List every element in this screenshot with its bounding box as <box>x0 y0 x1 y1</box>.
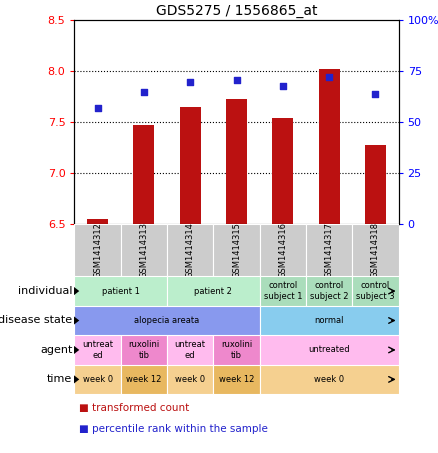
Title: GDS5275 / 1556865_at: GDS5275 / 1556865_at <box>156 4 317 18</box>
Bar <box>167 335 213 365</box>
Text: week 0: week 0 <box>175 375 205 384</box>
Text: ruxolini
tib: ruxolini tib <box>221 340 252 360</box>
Text: agent: agent <box>40 345 72 355</box>
Text: GSM1414315: GSM1414315 <box>232 222 241 278</box>
Bar <box>180 107 201 224</box>
Text: individual: individual <box>18 286 72 296</box>
Text: GSM1414313: GSM1414313 <box>139 222 148 278</box>
Bar <box>352 276 399 306</box>
Point <box>279 82 286 89</box>
Text: control
subject 1: control subject 1 <box>264 281 302 301</box>
Bar <box>365 145 386 224</box>
Point <box>187 78 194 85</box>
Bar <box>74 276 167 306</box>
Text: week 12: week 12 <box>219 375 254 384</box>
Text: week 0: week 0 <box>82 375 113 384</box>
Bar <box>352 224 399 276</box>
Bar <box>121 365 167 394</box>
Bar <box>260 306 399 335</box>
Bar <box>74 365 121 394</box>
Bar <box>260 224 306 276</box>
Text: alopecia areata: alopecia areata <box>134 316 200 325</box>
Bar <box>167 276 260 306</box>
Text: untreat
ed: untreat ed <box>82 340 113 360</box>
Point <box>94 104 101 111</box>
Text: normal: normal <box>314 316 344 325</box>
Bar <box>272 118 293 224</box>
Point <box>372 90 379 97</box>
Bar <box>74 335 121 365</box>
Bar <box>121 335 167 365</box>
Text: disease state: disease state <box>0 315 72 326</box>
Text: GSM1414312: GSM1414312 <box>93 222 102 278</box>
Bar <box>87 219 108 224</box>
Bar <box>167 224 213 276</box>
Bar <box>306 224 352 276</box>
Text: GSM1414314: GSM1414314 <box>186 222 195 278</box>
Text: untreated: untreated <box>308 346 350 354</box>
Text: GSM1414316: GSM1414316 <box>278 222 287 278</box>
Text: control
subject 2: control subject 2 <box>310 281 348 301</box>
Bar <box>213 365 260 394</box>
Bar <box>213 335 260 365</box>
Text: control
subject 3: control subject 3 <box>356 281 395 301</box>
Text: GSM1414317: GSM1414317 <box>325 222 334 278</box>
Text: GSM1414318: GSM1414318 <box>371 222 380 278</box>
Text: ■ transformed count: ■ transformed count <box>79 403 189 413</box>
Bar <box>167 365 213 394</box>
Text: ■ percentile rank within the sample: ■ percentile rank within the sample <box>79 424 268 434</box>
Text: patient 2: patient 2 <box>194 287 232 295</box>
Text: ruxolini
tib: ruxolini tib <box>128 340 159 360</box>
Text: patient 1: patient 1 <box>102 287 140 295</box>
Bar <box>74 306 260 335</box>
Point <box>233 76 240 83</box>
Point <box>325 74 332 81</box>
Bar <box>260 365 399 394</box>
Bar <box>213 224 260 276</box>
Bar <box>319 69 339 224</box>
Point <box>141 88 148 95</box>
Text: week 0: week 0 <box>314 375 344 384</box>
Bar <box>121 224 167 276</box>
Text: week 12: week 12 <box>126 375 162 384</box>
Text: time: time <box>47 374 72 385</box>
Bar <box>260 276 306 306</box>
Bar <box>260 335 399 365</box>
Bar <box>226 99 247 224</box>
Bar <box>74 224 121 276</box>
Text: untreat
ed: untreat ed <box>175 340 206 360</box>
Bar <box>134 125 154 224</box>
Bar <box>306 276 352 306</box>
